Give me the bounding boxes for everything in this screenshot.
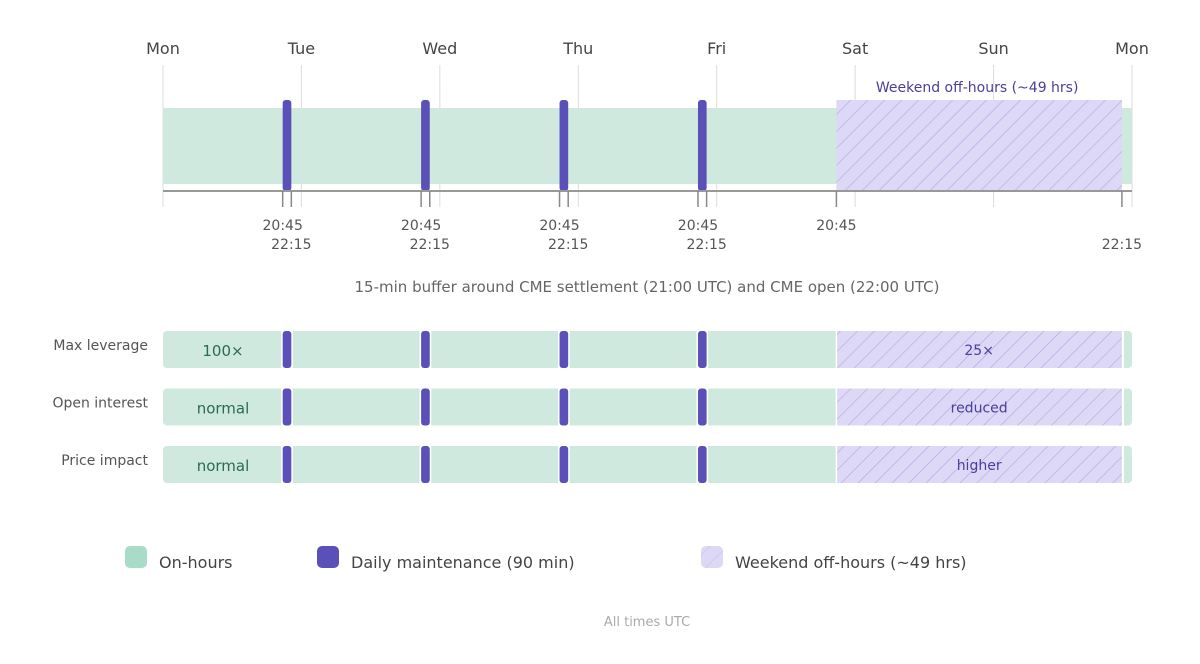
- row-maintenance-block: [421, 446, 430, 483]
- time-tick-label: 20:45: [263, 218, 303, 234]
- day-label: Thu: [562, 39, 593, 58]
- maintenance-block: [282, 100, 292, 191]
- row-label: Max leverage: [53, 338, 148, 354]
- maintenance-block: [697, 100, 707, 191]
- day-label: Sun: [978, 39, 1008, 58]
- legend-swatch-hatch: [701, 546, 723, 568]
- row-weekend-hatch: [836, 331, 1122, 368]
- row-weekend-hatch: [836, 446, 1122, 483]
- row-weekend-value: reduced: [951, 401, 1008, 417]
- row-label: Price impact: [61, 453, 148, 469]
- row-weekend-value: 25×: [964, 343, 994, 359]
- row-label: Open interest: [52, 396, 148, 412]
- caption: 15-min buffer around CME settlement (21:…: [355, 278, 940, 296]
- row-maintenance-block: [282, 331, 292, 368]
- time-tick-label: 20:45: [401, 218, 441, 234]
- time-tick-label: 22:15: [410, 237, 450, 253]
- maintenance-block: [559, 100, 569, 191]
- row-maintenance-block: [421, 331, 430, 368]
- time-tick-label: 20:45: [678, 218, 718, 234]
- time-tick-label: 22:15: [548, 237, 588, 253]
- day-label: Sat: [842, 39, 868, 58]
- legend-swatch-maint: [317, 546, 339, 568]
- day-label: Fri: [707, 39, 726, 58]
- row-weekend-hatch: [836, 388, 1122, 426]
- time-tick-label: 20:45: [539, 218, 579, 234]
- legend-swatch-on: [125, 546, 147, 568]
- footnote: All times UTC: [604, 615, 690, 630]
- time-tick-label: 22:15: [271, 237, 311, 253]
- row-maintenance-block: [697, 331, 707, 368]
- legend-label: Daily maintenance (90 min): [351, 553, 575, 572]
- time-tick-label: 22:15: [1102, 237, 1142, 253]
- row-maintenance-block: [282, 446, 292, 483]
- row-maintenance-block: [697, 388, 707, 426]
- row-maintenance-block: [282, 388, 292, 426]
- legend-label: Weekend off-hours (~49 hrs): [735, 553, 967, 572]
- maintenance-block: [421, 100, 430, 191]
- legend-label: On-hours: [159, 553, 233, 572]
- time-tick-label: 22:15: [686, 237, 726, 253]
- day-label: Tue: [287, 39, 315, 58]
- row-maintenance-block: [559, 388, 569, 426]
- time-tick-label: 20:45: [816, 218, 856, 234]
- row-maintenance-block: [559, 446, 569, 483]
- day-label: Mon: [146, 39, 180, 58]
- row-maintenance-block: [421, 388, 430, 426]
- weekend-band-label: Weekend off-hours (~49 hrs): [876, 80, 1079, 96]
- row-on-value: normal: [197, 457, 250, 475]
- day-label: Mon: [1115, 39, 1149, 58]
- row-maintenance-block: [559, 331, 569, 368]
- row-on-value: 100×: [202, 342, 243, 360]
- weekend-hatch: [836, 100, 1122, 191]
- row-on-value: normal: [197, 400, 250, 418]
- row-maintenance-block: [697, 446, 707, 483]
- row-weekend-value: higher: [957, 458, 1002, 474]
- day-label: Wed: [422, 39, 457, 58]
